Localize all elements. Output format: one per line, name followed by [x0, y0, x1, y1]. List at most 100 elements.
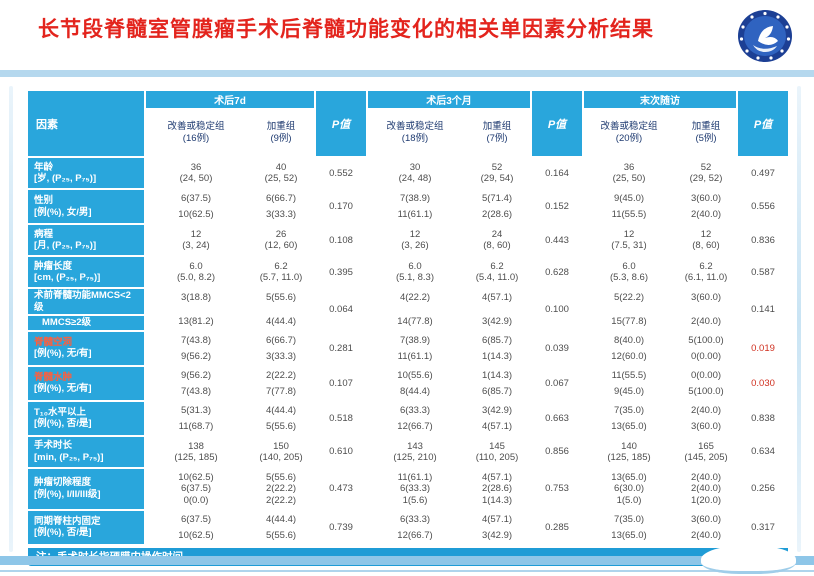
- analysis-table: 因素 术后7d P值 术后3个月 P值 末次随访 P值 改善或稳定组 (16例) …: [28, 91, 788, 544]
- p-value-cell: 0.281: [316, 331, 366, 365]
- data-cell: 6.0 (5.1, 8.3): [368, 257, 462, 287]
- data-cell: 13(65.0) 6(30.0) 1(5.0): [584, 468, 674, 509]
- data-cell: 7(43.8) 9(56.2): [146, 331, 246, 365]
- data-cell: 6.0 (5.3, 8.6): [584, 257, 674, 287]
- table-row: 病程 [月, (P₂₅, P₇₅)] 12 (3, 24) 26 (12, 60) 0.10…: [28, 225, 788, 255]
- data-cell: 145 (110, 205): [464, 436, 530, 467]
- data-cell: 2(40.0) 2(40.0) 1(20.0): [676, 468, 736, 509]
- table-row: 肿瘤长度 [cm, (P₂₅, P₇₅)] 6.0 (5.0, 8.2) 6.2 (5.7…: [28, 257, 788, 287]
- data-cell: 9(56.2) 7(43.8): [146, 366, 246, 400]
- right-edge-decoration: [797, 86, 801, 552]
- data-cell: 4(57.1) 3(42.9): [464, 289, 530, 330]
- data-cell: 7(38.9) 11(61.1): [368, 190, 462, 223]
- data-cell: 52 (29, 52): [676, 158, 736, 188]
- table-row: 脊髓水肿 [例(%), 无/有] 9(56.2) 7(43.8) 2(22.2) 7(77…: [28, 366, 788, 400]
- factor-label-cell: 同期脊柱内固定 [例(%), 否/是]: [28, 510, 144, 544]
- p-value-cell: 0.443: [532, 225, 582, 255]
- p-value-cell: 0.628: [532, 257, 582, 287]
- p-value-cell: 0.587: [738, 257, 788, 287]
- data-cell: 5(31.3) 11(68.7): [146, 401, 246, 435]
- group-header-lastfollowup: 末次随访: [584, 91, 736, 108]
- table-row: 年龄 [岁, (P₂₅, P₇₅)] 36 (24, 50) 40 (25, 52) 0.5…: [28, 158, 788, 188]
- data-cell: 2(40.0) 3(60.0): [676, 401, 736, 435]
- data-cell: 7(35.0) 13(65.0): [584, 401, 674, 435]
- factor-label-cell: 年龄 [岁, (P₂₅, P₇₅)]: [28, 158, 144, 188]
- data-cell: 6.2 (6.1, 11.0): [676, 257, 736, 287]
- p-value-cell: 0.107: [316, 366, 366, 400]
- factor-label-cell: 脊髓水肿 [例(%), 无/有]: [28, 366, 144, 400]
- data-cell: 30 (24, 48): [368, 158, 462, 188]
- data-cell: 7(38.9) 11(61.1): [368, 331, 462, 365]
- p-value-cell: 0.317: [738, 510, 788, 544]
- data-cell: 6(37.5) 10(62.5): [146, 510, 246, 544]
- factor-label-bar: 脊髓空洞 [例(%), 无/有]: [28, 331, 144, 365]
- data-cell: 7(35.0) 13(65.0): [584, 510, 674, 544]
- p-value-cell: 0.108: [316, 225, 366, 255]
- table-header: 因素 术后7d P值 术后3个月 P值 末次随访 P值 改善或稳定组 (16例) …: [28, 91, 788, 156]
- p-value-cell: 0.100: [532, 289, 582, 330]
- data-cell: 138 (125, 185): [146, 436, 246, 467]
- factor-label-bar: 年龄 [岁, (P₂₅, P₇₅)]: [28, 158, 144, 188]
- p-value-cell: 0.552: [316, 158, 366, 188]
- data-cell: 6(33.3) 12(66.7): [368, 401, 462, 435]
- group-header-postop3m: 术后3个月: [368, 91, 530, 108]
- data-cell: 6(66.7) 3(33.3): [248, 331, 314, 365]
- p-value-cell: 0.663: [532, 401, 582, 435]
- group-header-postop7d: 术后7d: [146, 91, 314, 108]
- p-value-cell: 0.019: [738, 331, 788, 365]
- p-value-cell: 0.256: [738, 468, 788, 509]
- p-value-cell: 0.497: [738, 158, 788, 188]
- p-value-cell: 0.141: [738, 289, 788, 330]
- factor-label-bar: T₁₀水平以上 [例(%), 否/是]: [28, 401, 144, 435]
- factor-label-cell: 性别 [例(%), 女/男]: [28, 190, 144, 223]
- factor-label-cell: 肿瘤长度 [cm, (P₂₅, P₇₅)]: [28, 257, 144, 287]
- p-value-cell: 0.518: [316, 401, 366, 435]
- data-cell: 10(55.6) 8(44.4): [368, 366, 462, 400]
- data-cell: 140 (125, 185): [584, 436, 674, 467]
- data-cell: 10(62.5) 6(37.5) 0(0.0): [146, 468, 246, 509]
- data-cell: 5(22.2) 15(77.8): [584, 289, 674, 330]
- factor-label-bar: 术前脊髓功能MMCS<2级: [28, 289, 144, 314]
- p-value-cell: 0.838: [738, 401, 788, 435]
- subgroup-header: 改善或稳定组 (20例): [584, 110, 674, 156]
- data-cell: 40 (25, 52): [248, 158, 314, 188]
- data-cell: 6(33.3) 12(66.7): [368, 510, 462, 544]
- data-cell: 4(22.2) 14(77.8): [368, 289, 462, 330]
- data-cell: 12 (3, 24): [146, 225, 246, 255]
- factor-label-bar: 病程 [月, (P₂₅, P₇₅)]: [28, 225, 144, 255]
- factor-label-cell: T₁₀水平以上 [例(%), 否/是]: [28, 401, 144, 435]
- p-value-cell: 0.739: [316, 510, 366, 544]
- data-cell: 3(60.0) 2(40.0): [676, 289, 736, 330]
- p-header-cell: P值: [316, 91, 366, 156]
- factor-header-cell: 因素: [28, 91, 144, 156]
- data-cell: 11(61.1) 6(33.3) 1(5.6): [368, 468, 462, 509]
- data-cell: 4(57.1) 3(42.9): [464, 510, 530, 544]
- data-cell: 24 (8, 60): [464, 225, 530, 255]
- p-value-cell: 0.473: [316, 468, 366, 509]
- table-row: 手术时长 [min, (P₂₅, P₇₅)] 138 (125, 185) 150 (14…: [28, 436, 788, 467]
- factor-label-bar: 同期脊柱内固定 [例(%), 否/是]: [28, 510, 144, 544]
- p-value-cell: 0.753: [532, 468, 582, 509]
- p-header-cell: P值: [738, 91, 788, 156]
- data-cell: 6(37.5) 10(62.5): [146, 190, 246, 223]
- data-cell: 8(40.0) 12(60.0): [584, 331, 674, 365]
- page-title: 长节段脊髓室管膜瘤手术后脊髓功能变化的相关单因素分析结果: [38, 18, 654, 41]
- table-row: 同期脊柱内固定 [例(%), 否/是] 6(37.5) 10(62.5) 4(44.4)…: [28, 510, 788, 544]
- subgroup-header: 加重组 (9例): [248, 110, 314, 156]
- factor-label-cell: 手术时长 [min, (P₂₅, P₇₅)]: [28, 436, 144, 467]
- subgroup-header: 加重组 (7例): [464, 110, 530, 156]
- bottom-bar-decoration: [0, 556, 814, 565]
- data-cell: 6.0 (5.0, 8.2): [146, 257, 246, 287]
- data-cell: 9(45.0) 11(55.5): [584, 190, 674, 223]
- subgroup-header: 加重组 (5例): [676, 110, 736, 156]
- data-cell: 3(60.0) 2(40.0): [676, 190, 736, 223]
- data-cell: 6(85.7) 1(14.3): [464, 331, 530, 365]
- p-value-cell: 0.395: [316, 257, 366, 287]
- p-value-cell: 0.164: [532, 158, 582, 188]
- data-cell: 4(44.4) 5(55.6): [248, 401, 314, 435]
- p-value-cell: 0.170: [316, 190, 366, 223]
- data-cell: 3(42.9) 4(57.1): [464, 401, 530, 435]
- data-cell: 12 (8, 60): [676, 225, 736, 255]
- data-cell: 165 (145, 205): [676, 436, 736, 467]
- data-cell: 4(44.4) 5(55.6): [248, 510, 314, 544]
